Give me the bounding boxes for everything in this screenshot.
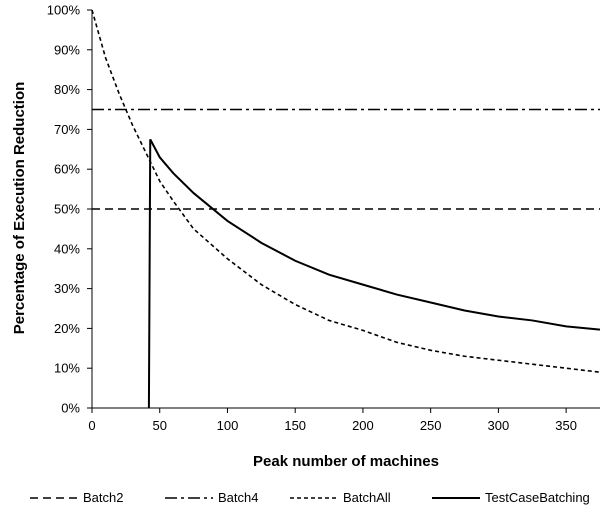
x-tick-label: 100 <box>217 418 239 433</box>
x-tick-label: 200 <box>352 418 374 433</box>
x-tick-label: 150 <box>284 418 306 433</box>
y-tick-label: 90% <box>54 42 80 57</box>
plot-area <box>91 9 601 409</box>
x-axis-title: Peak number of machines <box>253 453 439 470</box>
y-tick-label: 0% <box>61 401 80 416</box>
x-tick-label: 300 <box>488 418 510 433</box>
legend-label-batch4: Batch4 <box>218 490 258 505</box>
y-tick-label: 40% <box>54 241 80 256</box>
y-tick-label: 60% <box>54 162 80 177</box>
y-tick-label: 100% <box>47 3 81 18</box>
y-axis-title: Percentage of Execution Reduction <box>11 82 28 335</box>
y-tick-label: 80% <box>54 82 80 97</box>
y-tick-label: 10% <box>54 361 80 376</box>
x-axis-ticks: 0 50 100 150 200 250 300 350 <box>88 408 577 433</box>
y-tick-label: 20% <box>54 321 80 336</box>
x-tick-label: 0 <box>88 418 95 433</box>
legend-label-testcasebatching: TestCaseBatching <box>485 490 590 505</box>
y-tick-label: 30% <box>54 281 80 296</box>
legend-label-batchall: BatchAll <box>343 490 391 505</box>
series-line-batchall <box>91 9 601 373</box>
x-tick-label: 50 <box>152 418 166 433</box>
y-axis-ticks: 0% 10% 20% 30% 40% 50% 60% 70% 80% 90% 100% <box>47 3 92 416</box>
y-tick-label: 70% <box>54 122 80 137</box>
legend: Batch2 Batch4 BatchAll TestCaseBatching <box>30 490 590 505</box>
x-tick-label: 350 <box>555 418 577 433</box>
y-tick-label: 50% <box>54 202 80 217</box>
legend-label-batch2: Batch2 <box>83 490 123 505</box>
series-line-testcasebatching <box>147 138 601 409</box>
x-tick-label: 250 <box>420 418 442 433</box>
